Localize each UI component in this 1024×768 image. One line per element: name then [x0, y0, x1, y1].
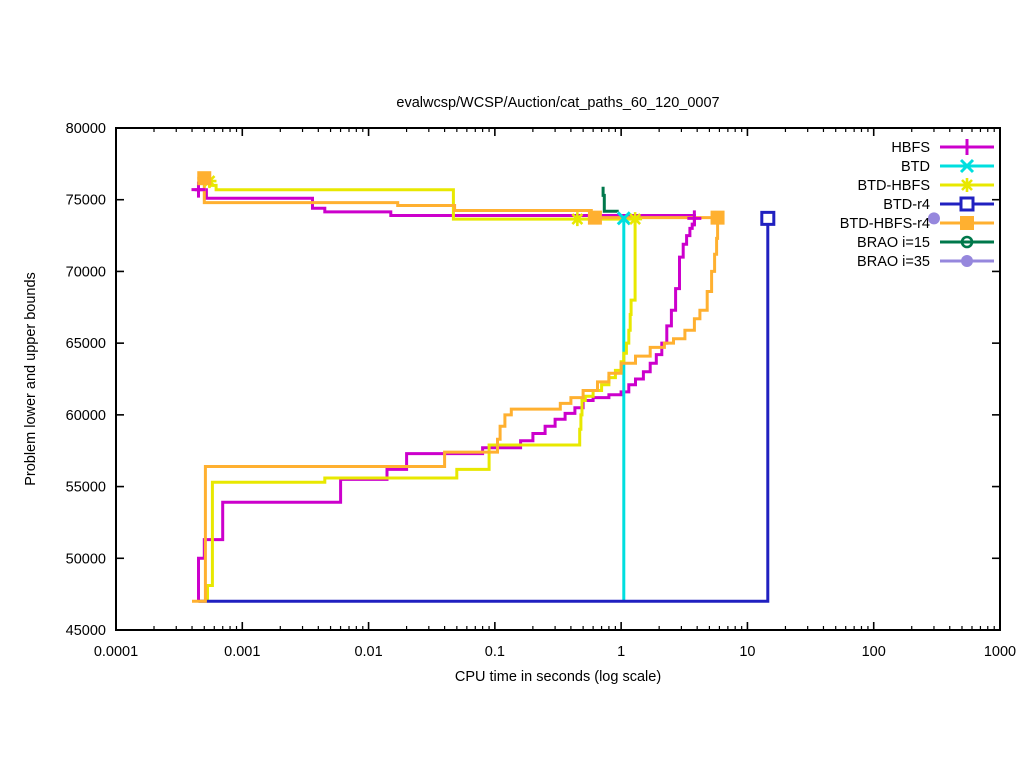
legend-label: BTD-HBFS: [858, 178, 931, 194]
legend-label: BTD: [901, 159, 930, 175]
data-series: [192, 176, 770, 603]
x-tick-label: 0.0001: [94, 644, 138, 660]
legend-entry-BTD-HBFS: BTD-HBFS: [858, 178, 994, 194]
legend-label: BRAO i=15: [857, 235, 930, 251]
series-line-HBFS: [194, 188, 696, 219]
y-tick-label: 75000: [66, 193, 106, 209]
axes: 0.0001 0.001 0.01 0.1 1 10 100 1000 45000 50000 55…: [66, 121, 1016, 660]
x-tick-label: 10: [739, 644, 755, 660]
y-axis-title: Problem lower and upper bounds: [23, 272, 39, 486]
marker-BRAO-i-35: [927, 212, 940, 225]
legend-label: BTD-r4: [883, 197, 930, 213]
legend-marker: [960, 139, 974, 155]
y-tick-label: 80000: [66, 121, 106, 137]
legend-entry-BTD-r4: BTD-r4: [883, 196, 994, 213]
legend-marker: [959, 196, 975, 212]
series-line-BRAO-i-15: [601, 186, 619, 213]
marker-HBFS: [687, 210, 702, 227]
series-line-BTD-HBFS: [206, 219, 637, 602]
x-axis-title: CPU time in seconds (log scale): [455, 669, 661, 685]
legend-label: HBFS: [891, 140, 930, 156]
legend-entry-BRAO-i-15: BRAO i=15: [857, 235, 994, 251]
marker-BTD-HBFS: [628, 212, 643, 227]
plot-border: [115, 127, 1001, 631]
legend-label: BRAO i=35: [857, 254, 930, 270]
marker-BTD-HBFS: [570, 212, 585, 227]
y-tick-label: 60000: [66, 408, 106, 424]
x-tick-label: 0.01: [354, 644, 382, 660]
legend-marker: [959, 158, 975, 174]
marker-BTD-HBFS-r4: [710, 210, 725, 225]
y-tick-label: 55000: [66, 480, 106, 496]
x-tick-label: 0.001: [224, 644, 260, 660]
legend-entry-BRAO-i-35: BRAO i=35: [857, 254, 994, 270]
legend-entry-BTD-HBFS-r4: BTD-HBFS-r4: [840, 216, 994, 232]
marker-BTD-HBFS-r4: [197, 171, 212, 186]
legend: HBFS BTD BTD-HBFS BTD-r4 BTD-HBFS-r4 BRAO i=1…: [840, 139, 994, 270]
series-line-BTD-HBFS-r4: [192, 217, 720, 603]
x-tick-label: 1000: [984, 644, 1016, 660]
legend-marker: [961, 255, 973, 267]
legend-entry-BTD: BTD: [901, 158, 994, 175]
series-line-BTD-r4: [198, 218, 770, 603]
y-tick-label: 65000: [66, 336, 106, 352]
series-line-HBFS: [197, 218, 696, 602]
legend-marker: [960, 178, 974, 192]
x-tick-label: 100: [862, 644, 886, 660]
marker-BTD: [616, 211, 631, 226]
y-tick-label: 45000: [66, 623, 106, 639]
x-tick-label: 1: [617, 644, 625, 660]
legend-entry-HBFS: HBFS: [891, 139, 994, 156]
data-point-markers: [191, 171, 940, 227]
chart-title: evalwcsp/WCSP/Auction/cat_paths_60_120_0…: [396, 95, 719, 111]
y-tick-label: 50000: [66, 551, 106, 567]
legend-marker: [960, 235, 974, 249]
marker-BTD-r4: [760, 210, 776, 226]
series-line-BTD-HBFS: [208, 181, 636, 221]
marker-BTD-HBFS-r4: [587, 210, 602, 225]
y-tick-label: 70000: [66, 264, 106, 280]
legend-label: BTD-HBFS-r4: [840, 216, 930, 232]
legend-marker: [960, 216, 974, 230]
x-tick-label: 0.1: [485, 644, 505, 660]
